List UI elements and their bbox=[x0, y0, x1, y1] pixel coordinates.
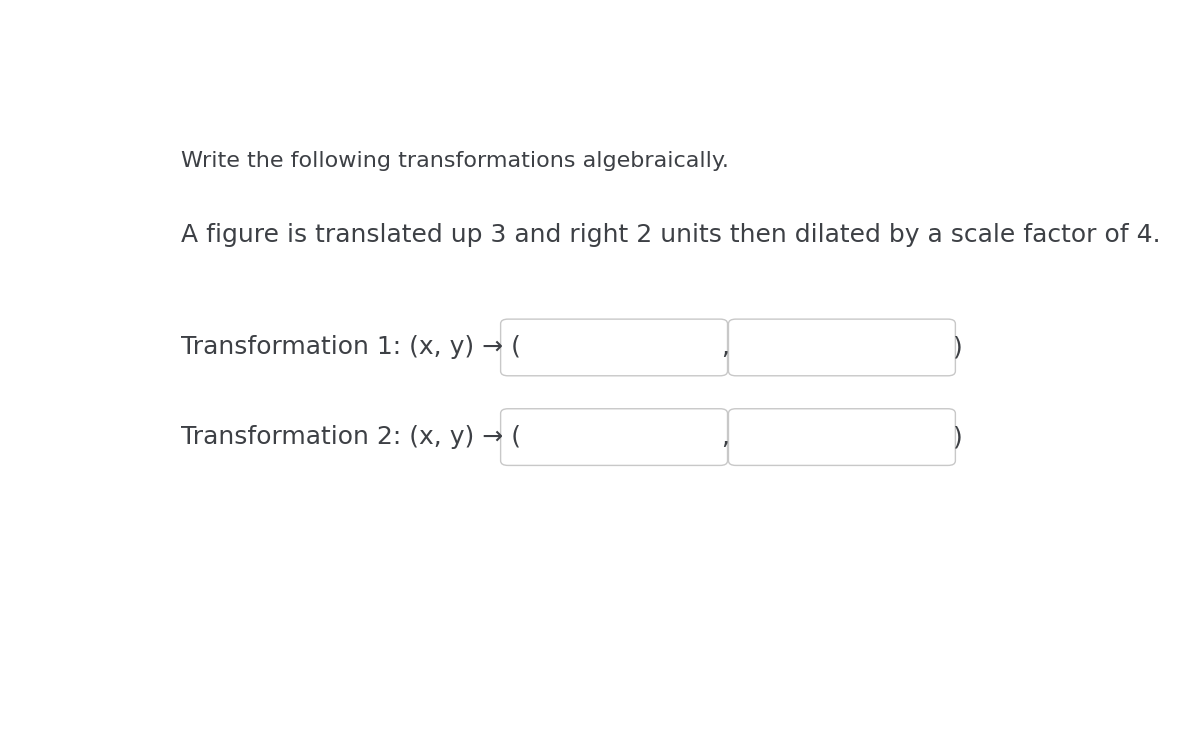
FancyBboxPatch shape bbox=[728, 319, 955, 376]
Text: Transformation 2: (x, y) → (: Transformation 2: (x, y) → ( bbox=[181, 425, 521, 449]
Text: ): ) bbox=[953, 425, 962, 449]
Text: Transformation 1: (x, y) → (: Transformation 1: (x, y) → ( bbox=[181, 336, 521, 360]
FancyBboxPatch shape bbox=[500, 319, 727, 376]
Text: ): ) bbox=[953, 336, 962, 360]
Text: Write the following transformations algebraically.: Write the following transformations alge… bbox=[181, 151, 728, 170]
FancyBboxPatch shape bbox=[728, 409, 955, 466]
Text: ,: , bbox=[721, 425, 728, 449]
FancyBboxPatch shape bbox=[500, 409, 727, 466]
Text: A figure is translated up 3 and right 2 units then dilated by a scale factor of : A figure is translated up 3 and right 2 … bbox=[181, 223, 1160, 247]
Text: ,: , bbox=[721, 336, 728, 360]
